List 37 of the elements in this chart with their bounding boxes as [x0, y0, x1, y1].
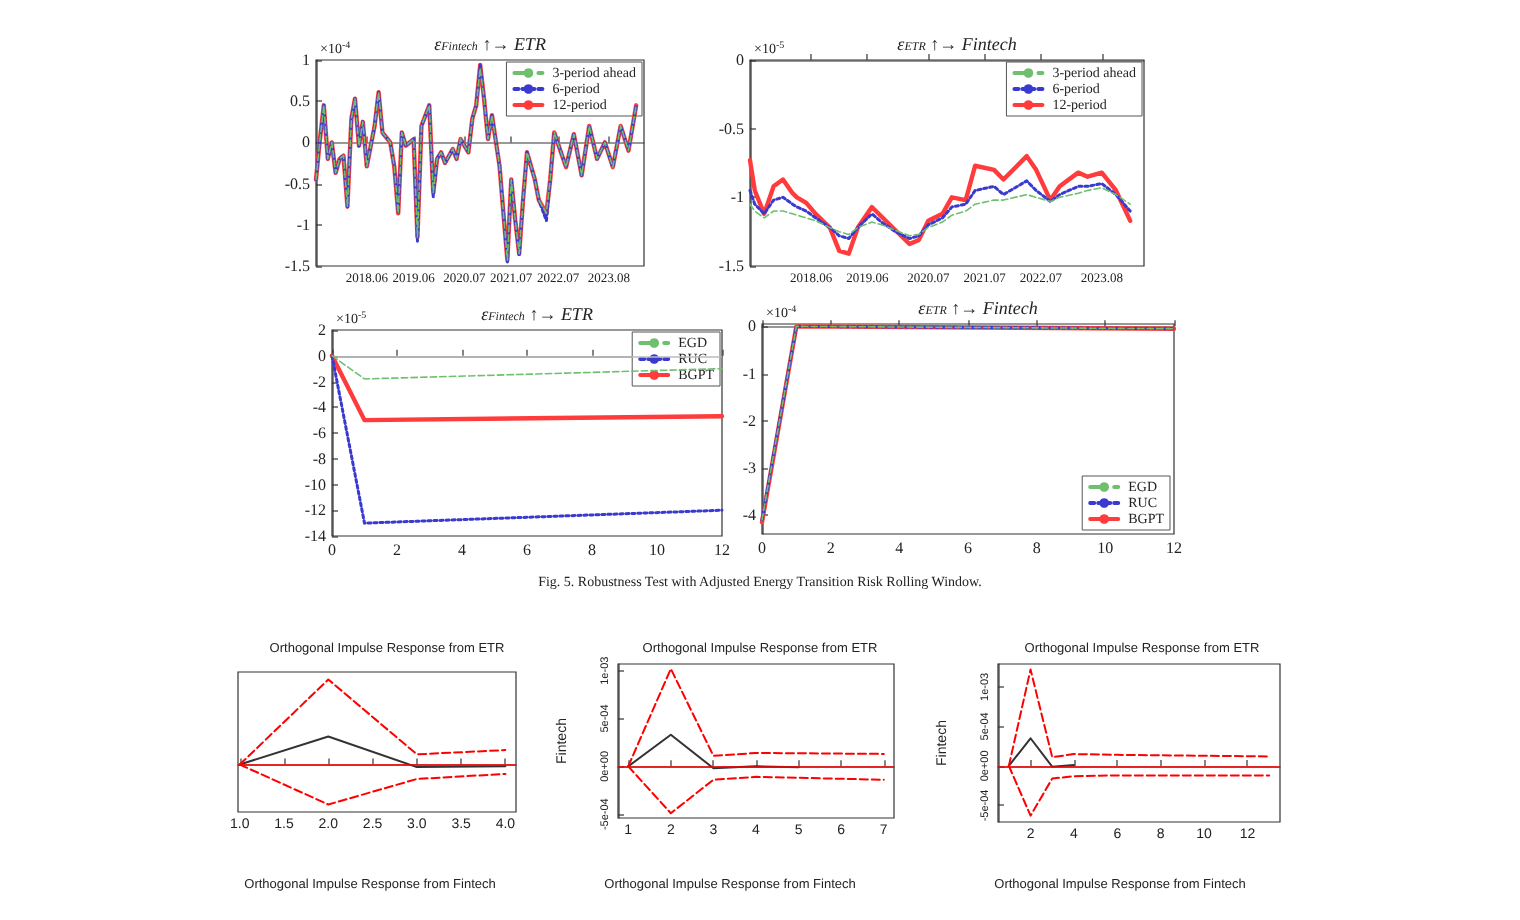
line-series [747, 153, 1133, 256]
x-tick-label: 10 [1097, 539, 1114, 557]
x-tick-label: 10 [649, 541, 665, 559]
y-tick-label: -3 [742, 458, 756, 477]
y-tick-label: -0.5 [718, 119, 744, 138]
x-tick-label: 4 [895, 539, 904, 557]
y-tick-label: -10 [304, 475, 326, 494]
y-tick-label: -1 [730, 188, 744, 207]
y-tick-label: 0 [302, 133, 310, 152]
y-tick-label: 0 [736, 51, 744, 69]
y-tick-label: -8 [312, 449, 326, 468]
y-tick-label: 0.5 [290, 92, 310, 111]
x-tick-label: 8 [588, 541, 596, 559]
x-tick-label: 2 [393, 541, 401, 559]
x-tick-label: 12 [714, 541, 730, 559]
y-tick-label: -4 [742, 506, 756, 525]
x-tick-label: 2 [826, 539, 835, 557]
y-tick-label: -0.5 [284, 174, 310, 193]
y-tick-label: -1 [296, 215, 310, 234]
y-tick-label: -1 [742, 364, 756, 383]
y-tick-label: 0 [318, 346, 326, 365]
y-tick-label: -1.5 [284, 257, 310, 275]
x-tick-label: 6 [523, 541, 531, 559]
y-tick-label: -1.5 [718, 257, 744, 275]
x-tick-label: 12 [1166, 539, 1182, 557]
y-tick-label: -14 [304, 527, 326, 545]
x-tick-label: 8 [1032, 539, 1041, 557]
y-tick-label: 1 [302, 51, 310, 69]
y-tick-label: 0 [748, 317, 756, 336]
y-tick-label: -4 [312, 398, 326, 417]
y-tick-label: -6 [312, 424, 326, 442]
y-tick-label: -2 [312, 372, 326, 391]
y-tick-label: -12 [304, 501, 326, 520]
y-tick-label: -2 [742, 411, 756, 430]
x-tick-label: 6 [964, 539, 972, 557]
x-tick-label: 4 [458, 541, 466, 559]
y-tick-label: 2 [318, 321, 326, 339]
